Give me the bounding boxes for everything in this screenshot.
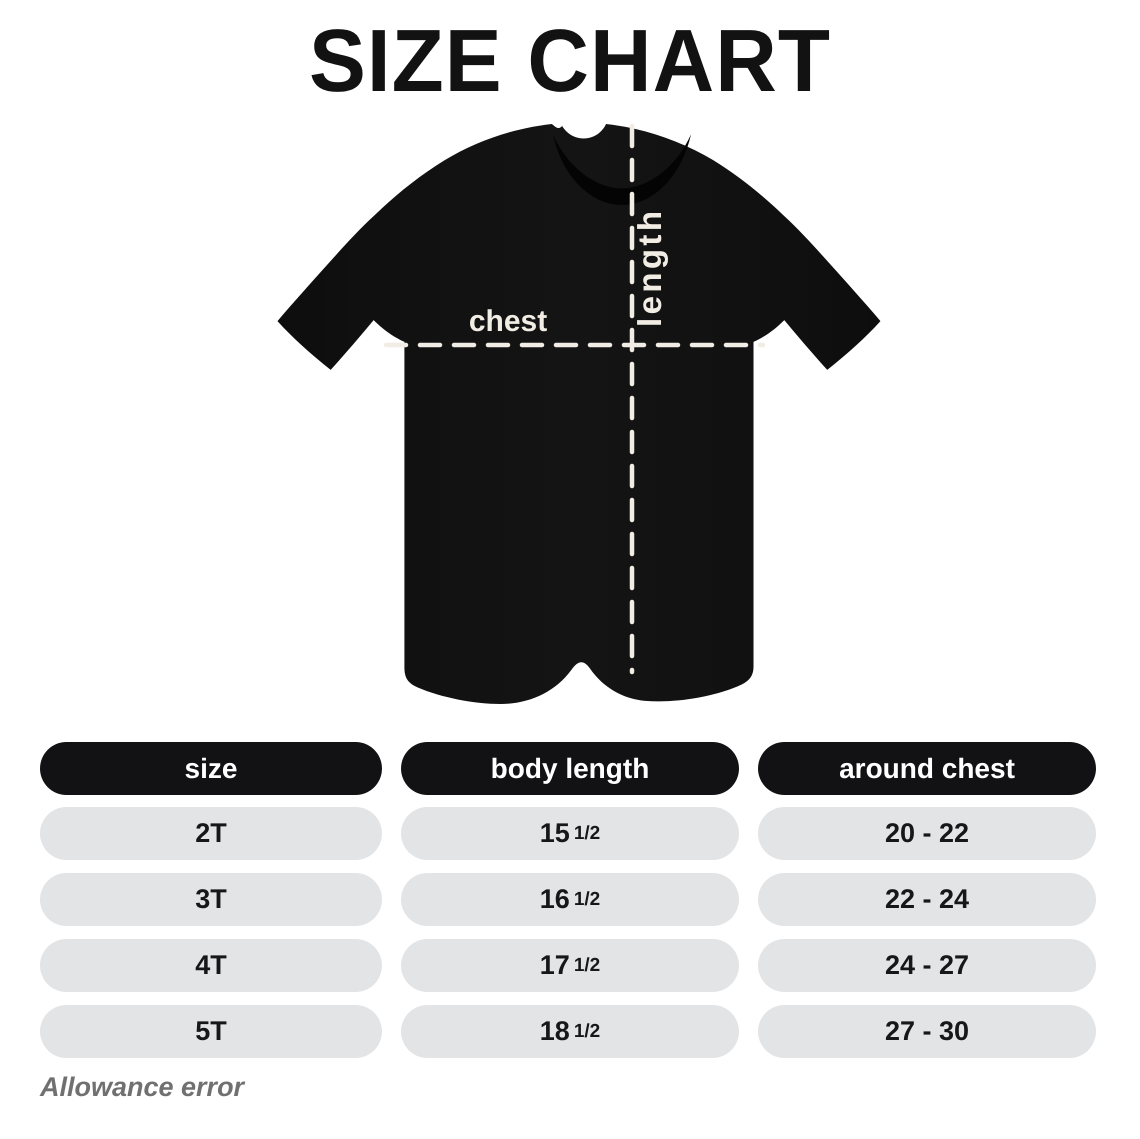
svg-text:chest: chest [469,305,547,338]
svg-text:length: length [631,208,668,327]
